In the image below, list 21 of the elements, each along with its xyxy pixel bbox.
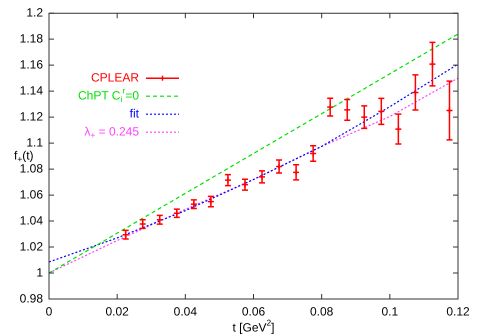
- x-tick-label: 0.08: [310, 304, 334, 319]
- legend-label: fit: [130, 106, 140, 121]
- y-tick-label: 1.16: [20, 57, 44, 72]
- x-tick-label: 0.02: [105, 304, 130, 319]
- y-tick-label: 1.06: [20, 187, 44, 202]
- y-tick-label: 1.04: [20, 213, 44, 228]
- y-tick-label: 1.02: [20, 239, 44, 254]
- legend-label: CPLEAR: [90, 70, 140, 85]
- x-tick-label: 0: [46, 304, 53, 319]
- y-tick-label: 1.12: [20, 109, 44, 124]
- x-tick-label: 0.04: [174, 304, 198, 319]
- legend-label: λ+ = 0.245: [84, 124, 140, 140]
- x-tick-label: 0.12: [446, 304, 470, 319]
- y-tick-label: 1.18: [20, 31, 44, 46]
- y-tick-label: 1.1: [26, 135, 44, 150]
- y-tick-label: 1: [36, 265, 44, 280]
- y-tick-label: 1.14: [20, 83, 44, 98]
- x-tick-label: 0.06: [242, 304, 266, 319]
- y-tick-label: 1.2: [26, 6, 44, 20]
- x-tick-label: 0.1: [381, 304, 398, 319]
- y-tick-label: 0.98: [20, 291, 44, 306]
